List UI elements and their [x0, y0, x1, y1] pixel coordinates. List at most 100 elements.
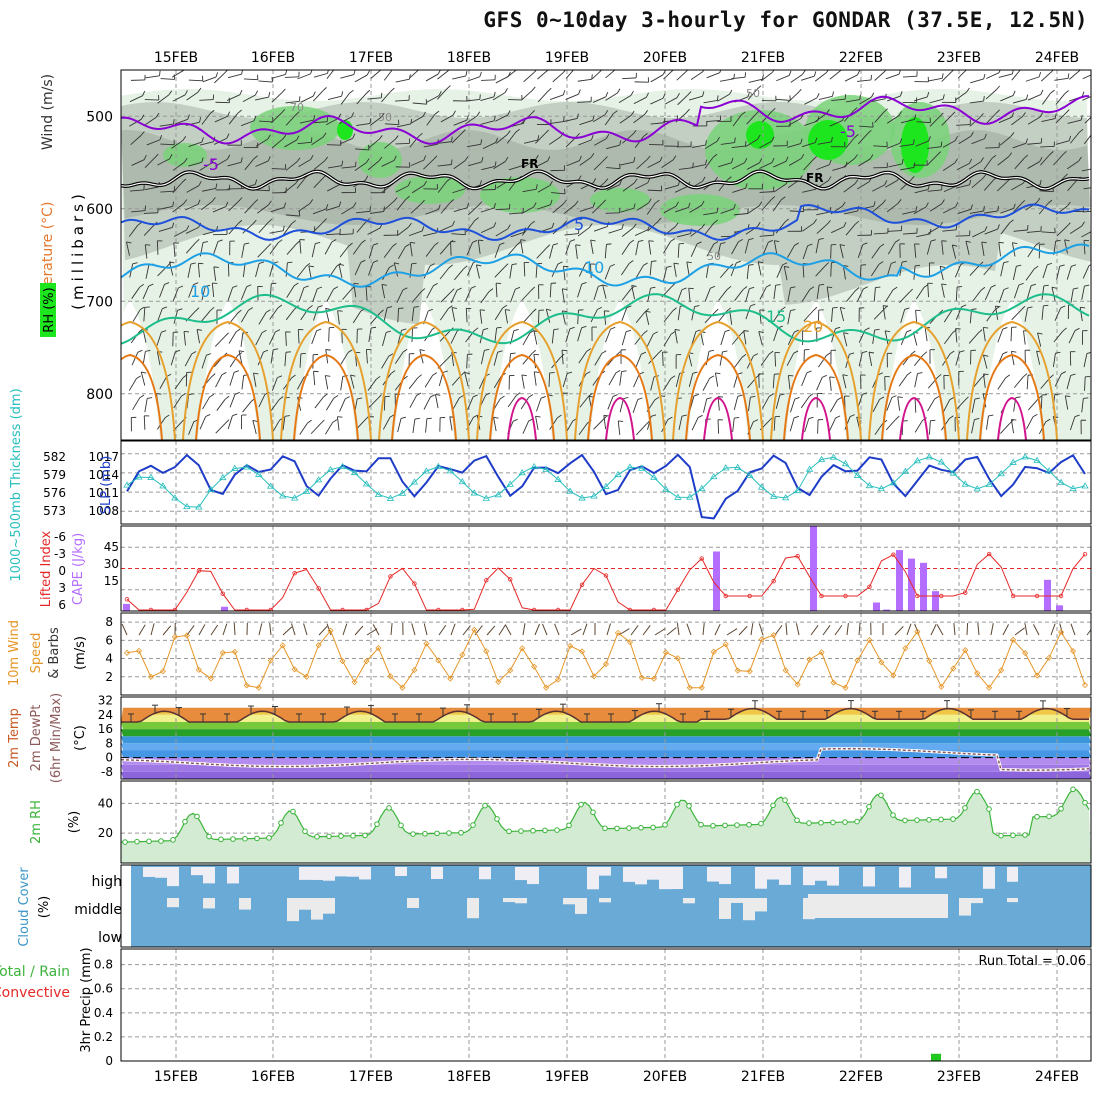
thickness-marker — [865, 481, 874, 489]
wind-barb — [549, 283, 552, 298]
wind-barb — [859, 125, 874, 128]
wind-barb — [605, 92, 618, 101]
wind-barb-flag — [567, 371, 573, 374]
wind-barb — [927, 146, 942, 149]
wind-barb-flag — [535, 184, 538, 190]
isotherm-25 — [979, 353, 1045, 440]
rh-dry-notch — [688, 300, 748, 440]
wind-barb-flag — [1055, 239, 1061, 242]
wind-barb-flag — [869, 154, 874, 160]
li-tick-label: 0 — [58, 564, 66, 578]
wind-barb — [839, 244, 844, 259]
wind-barb — [801, 142, 816, 148]
wind-barb-flag — [419, 349, 425, 352]
wind-barb-flag — [1012, 90, 1016, 96]
cloud-mid-block — [203, 898, 215, 909]
wind-barb-flag — [873, 201, 876, 207]
wind-barb-flag — [612, 394, 618, 397]
cloud-high-block — [803, 867, 815, 886]
wind-barb — [409, 242, 413, 257]
wind-barb-flag — [433, 155, 438, 160]
wind-barb-flag — [618, 420, 624, 422]
wind-barb-flag — [832, 91, 835, 97]
wind-barb — [577, 78, 592, 82]
wind-barb — [706, 243, 715, 257]
wind-barb — [467, 396, 474, 410]
wind-barb — [494, 266, 505, 278]
wind-barb-flag — [1022, 373, 1028, 378]
wind-barb — [381, 91, 391, 103]
wind-barb-flag — [797, 88, 802, 94]
wind-barb-flag — [731, 157, 734, 163]
wind-barb — [1083, 187, 1091, 190]
wind-10m-barb — [654, 628, 666, 636]
wind-barb-flag — [733, 73, 735, 79]
wind-10m-barb — [676, 623, 680, 636]
wind-barb-flag — [393, 155, 397, 161]
wind-barb-flag — [494, 161, 497, 167]
wind-barb — [706, 72, 720, 79]
wind-barb-flag — [1035, 242, 1040, 246]
wind-barb-flag — [496, 326, 502, 329]
wind-10m-barb — [570, 628, 582, 636]
wind-barb — [759, 309, 762, 324]
cloud-high-block — [755, 867, 767, 889]
wind-barb — [914, 373, 918, 388]
temp-tick-label: 8 — [105, 736, 113, 750]
wind-barb-flag — [644, 110, 649, 115]
wind-barb — [185, 226, 199, 234]
wind-barb — [549, 94, 564, 100]
isotherm-30 — [997, 396, 1027, 440]
wind-barb — [495, 76, 509, 84]
wind-barb-flag — [598, 284, 604, 287]
wind-barb — [215, 374, 223, 388]
wind-barb-flag — [939, 112, 944, 117]
wind-barb-flag — [473, 327, 479, 332]
wind-barb — [228, 331, 237, 344]
wind-barb-flag — [882, 199, 887, 204]
wind-10m-barb — [953, 623, 956, 636]
wind-barb — [731, 162, 745, 170]
wind-barb-flag — [234, 392, 240, 395]
wind-barb-flag — [1039, 112, 1043, 118]
wind-barb-flag — [997, 205, 999, 212]
wind-barb-flag — [513, 328, 519, 332]
wind-barb-flag — [771, 157, 775, 163]
wind-barb — [773, 240, 778, 255]
wind-barb-flag — [885, 330, 891, 333]
wind-barb-flag — [646, 155, 651, 160]
wind-barb — [843, 183, 856, 193]
wind-barb-flag — [1064, 90, 1069, 95]
wind-barb — [312, 221, 324, 233]
wind-barb — [466, 354, 468, 369]
wind-barb-flag — [747, 92, 750, 98]
wind-barb — [381, 356, 390, 369]
wind-barb — [341, 166, 356, 169]
wind-barb — [244, 202, 255, 214]
wind-barb — [985, 89, 997, 100]
wind-barb — [383, 246, 393, 258]
wind-barb — [173, 396, 182, 409]
wind-barb-flag — [951, 70, 954, 73]
wind-10m-barb — [554, 623, 560, 636]
contour-label-rh50: 50 — [746, 87, 760, 100]
wind-barb — [434, 394, 439, 409]
thickness-marker — [757, 483, 766, 490]
wind-barb — [479, 309, 483, 324]
wind-barb — [915, 140, 929, 147]
wind-barb — [535, 263, 538, 278]
rh-2m-marker — [986, 806, 992, 812]
thickness-marker — [314, 476, 323, 483]
wind-barb-flag — [1047, 262, 1053, 266]
wind-barb-flag — [232, 285, 238, 288]
thickness-marker — [889, 479, 898, 486]
wind-barb — [971, 138, 985, 145]
date-tick-label: 20FEB — [643, 50, 687, 66]
li-marker — [484, 578, 489, 583]
wind-barb-flag — [984, 133, 987, 139]
temp-color-band — [121, 757, 1091, 765]
cloud-high-block — [431, 867, 443, 880]
rh-2m-marker — [758, 820, 764, 827]
wind-barb — [843, 210, 858, 215]
wind-barb — [145, 75, 160, 79]
